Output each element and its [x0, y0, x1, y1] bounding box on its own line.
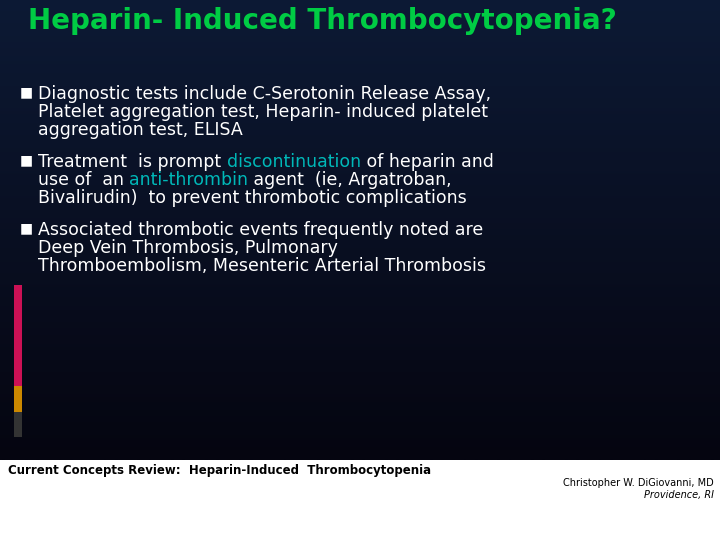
- FancyBboxPatch shape: [14, 412, 22, 437]
- Text: of heparin and: of heparin and: [361, 153, 494, 171]
- Text: discontinuation: discontinuation: [227, 153, 361, 171]
- Text: agent  (ie, Argatroban,: agent (ie, Argatroban,: [248, 171, 452, 189]
- Text: Heparin- Induced Thrombocytopenia?: Heparin- Induced Thrombocytopenia?: [28, 7, 617, 35]
- Text: anti-thrombin: anti-thrombin: [130, 171, 248, 189]
- FancyBboxPatch shape: [14, 285, 22, 387]
- Text: Bivalirudin)  to prevent thrombotic complications: Bivalirudin) to prevent thrombotic compl…: [38, 189, 467, 207]
- FancyBboxPatch shape: [14, 387, 22, 412]
- Text: Christopher W. DiGiovanni, MD: Christopher W. DiGiovanni, MD: [563, 478, 714, 488]
- Text: ■: ■: [20, 85, 33, 99]
- Text: Associated thrombotic events frequently noted are: Associated thrombotic events frequently …: [38, 221, 483, 239]
- Text: Providence, RI: Providence, RI: [644, 490, 714, 500]
- Text: ■: ■: [20, 153, 33, 167]
- Text: Thromboembolism, Mesenteric Arterial Thrombosis: Thromboembolism, Mesenteric Arterial Thr…: [38, 257, 486, 275]
- Text: aggregation test, ELISA: aggregation test, ELISA: [38, 121, 243, 139]
- FancyBboxPatch shape: [0, 460, 720, 540]
- Text: use of  an: use of an: [38, 171, 130, 189]
- Text: Diagnostic tests include C-Serotonin Release Assay,: Diagnostic tests include C-Serotonin Rel…: [38, 85, 491, 103]
- Text: Treatment  is prompt: Treatment is prompt: [38, 153, 227, 171]
- Text: Current Concepts Review:  Heparin-Induced  Thrombocytopenia: Current Concepts Review: Heparin-Induced…: [8, 464, 431, 477]
- Text: Deep Vein Thrombosis, Pulmonary: Deep Vein Thrombosis, Pulmonary: [38, 239, 338, 257]
- Text: Platelet aggregation test, Heparin- induced platelet: Platelet aggregation test, Heparin- indu…: [38, 103, 488, 121]
- Text: ■: ■: [20, 221, 33, 235]
